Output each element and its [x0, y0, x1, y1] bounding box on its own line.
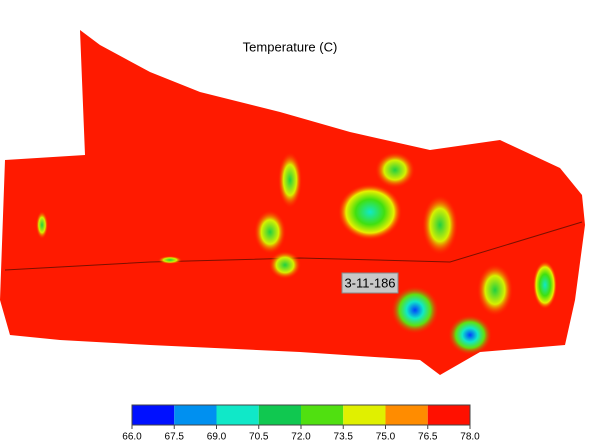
hot-spot	[36, 211, 48, 239]
title: Temperature (C)	[243, 39, 338, 54]
colorbar-tick-label: 76.5	[418, 432, 438, 443]
colorbar-tick-label: 66.0	[122, 432, 142, 443]
hot-spot	[533, 261, 557, 309]
hot-spot	[422, 195, 458, 255]
colorbar-segment	[301, 405, 344, 425]
hot-spot	[269, 251, 301, 279]
hot-spot	[448, 315, 492, 355]
colorbar-segment	[174, 405, 217, 425]
hot-spot	[391, 286, 439, 334]
hot-spot	[278, 152, 302, 208]
colorbar-segment	[343, 405, 386, 425]
colorbar-tick-label: 67.5	[165, 432, 185, 443]
colorbar-tick-label: 75.0	[376, 432, 396, 443]
colorbar-tick-label: 72.0	[291, 432, 311, 443]
colorbar-tick-label: 78.0	[460, 432, 480, 443]
colorbar-tick-label: 69.0	[207, 432, 227, 443]
colorbar-segment	[132, 405, 175, 425]
hot-spot	[338, 184, 402, 240]
colorbar-tick-label: 73.5	[334, 432, 354, 443]
colorbar: 66.0 67.5 69.0 70.5 72.0 73.5 75.0 76.5 78.0	[122, 404, 480, 443]
colorbar-segment	[427, 405, 470, 425]
layer-seam	[4, 221, 583, 271]
colorbar-segment	[258, 405, 301, 425]
hot-spot	[375, 152, 415, 188]
hot-spot	[158, 256, 182, 264]
well-label: 3-11-186	[344, 275, 395, 290]
colorbar-tick-label: 70.5	[249, 432, 269, 443]
well-label-box	[341, 272, 399, 294]
colorbar-segment	[385, 405, 428, 425]
colorbar-segment	[216, 405, 259, 425]
hot-spot	[254, 210, 286, 254]
hot-spot	[477, 264, 513, 316]
